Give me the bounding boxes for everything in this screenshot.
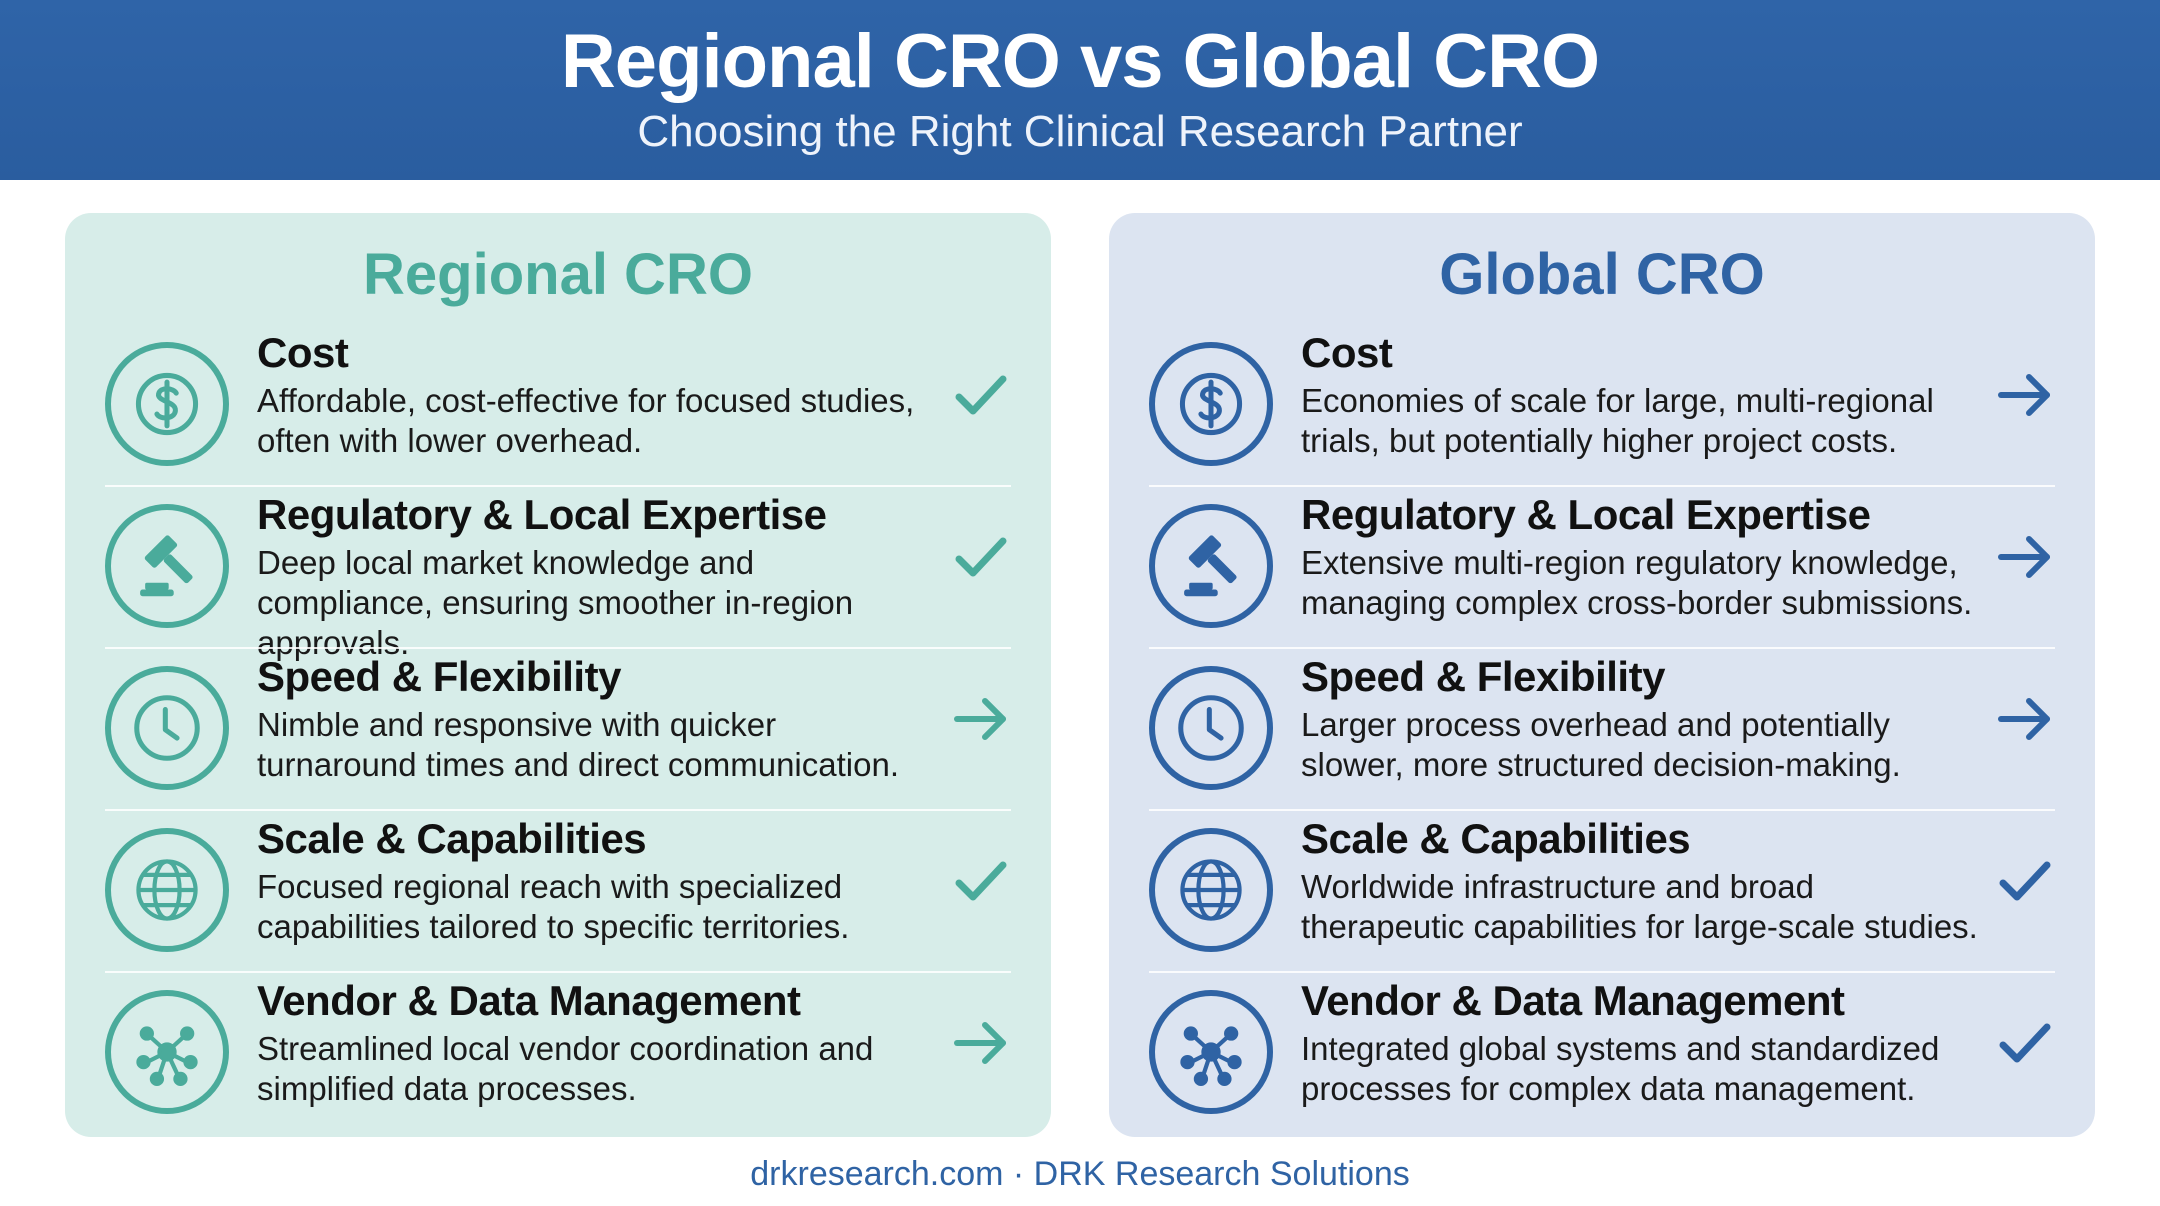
panel-title: Regional CRO [363,242,753,307]
row-description: Streamlined local vendor coordination an… [257,1030,874,1107]
check-icon [951,365,1011,425]
row-description: Integrated global systems and standardiz… [1301,1030,1940,1107]
row-title: Cost [1301,329,1393,376]
globe-icon [1149,828,1273,952]
row-dollar: Cost Economies of scale for large, multi-… [1149,325,2055,487]
row-globe: Scale & Capabilities Focused regional rea… [105,811,1011,973]
footer-credit: drkresearch.com · DRK Research Solutions [750,1155,1410,1193]
dollar-icon [1149,342,1273,466]
row-description: Larger process overhead and potentially … [1301,706,1901,783]
row-gavel: Regulatory & Local Expertise Deep local m… [105,487,1011,661]
row-network: Vendor & Data Management Streamlined loca… [105,973,1011,1135]
clock-icon [1149,666,1273,790]
page-subtitle: Choosing the Right Clinical Research Par… [637,107,1523,156]
check-icon [951,527,1011,587]
row-divider [105,647,1011,649]
gavel-icon [1149,504,1273,628]
check-icon [951,851,1011,911]
panel-title: Global CRO [1439,242,1765,307]
global-cro-panel: Global CRO Cost Economies of scale for la… [1109,213,2095,1137]
arrow-right-icon [1995,527,2055,587]
row-clock: Speed & Flexibility Larger process overhe… [1149,649,2055,811]
page-title: Regional CRO vs Global CRO [560,19,1600,104]
row-gavel: Regulatory & Local Expertise Extensive mu… [1149,487,2055,649]
row-title: Vendor & Data Management [257,977,801,1024]
dollar-icon [105,342,229,466]
row-title: Cost [257,329,349,376]
row-description: Worldwide infrastructure and broad thera… [1301,868,1978,945]
row-divider [1149,971,2055,973]
row-divider [1149,809,2055,811]
check-icon [1995,851,2055,911]
arrow-right-icon [951,1013,1011,1073]
row-title: Regulatory & Local Expertise [1301,491,1871,538]
arrow-right-icon [1995,365,2055,425]
check-icon [1995,1013,2055,1073]
row-divider [105,485,1011,487]
row-divider [105,809,1011,811]
row-title: Scale & Capabilities [1301,815,1691,862]
row-description: Extensive multi-region regulatory knowle… [1301,544,1973,621]
row-divider [105,971,1011,973]
row-title: Vendor & Data Management [1301,977,1845,1024]
row-description: Affordable, cost-effective for focused s… [257,382,915,459]
globe-icon [105,828,229,952]
network-icon [105,990,229,1114]
arrow-right-icon [1995,689,2055,749]
row-description: Focused regional reach with specialized … [257,868,850,945]
row-title: Regulatory & Local Expertise [257,491,827,538]
row-clock: Speed & Flexibility Nimble and responsive… [105,649,1011,811]
row-title: Scale & Capabilities [257,815,647,862]
row-divider [1149,647,2055,649]
row-description: Economies of scale for large, multi-regi… [1301,382,1934,459]
arrow-right-icon [951,689,1011,749]
row-network: Vendor & Data Management Integrated globa… [1149,973,2055,1135]
row-dollar: Cost Affordable, cost-effective for focus… [105,325,1011,487]
clock-icon [105,666,229,790]
row-divider [1149,485,2055,487]
regional-cro-panel: Regional CRO Cost Affordable, cost-effect… [65,213,1051,1137]
row-globe: Scale & Capabilities Worldwide infrastruc… [1149,811,2055,973]
header-banner: Regional CRO vs Global CRO Choosing the … [0,0,2160,180]
row-title: Speed & Flexibility [1301,653,1665,700]
row-title: Speed & Flexibility [257,653,621,700]
row-description: Nimble and responsive with quicker turna… [257,706,899,783]
row-description: Deep local market knowledge and complian… [257,544,854,661]
gavel-icon [105,504,229,628]
network-icon [1149,990,1273,1114]
